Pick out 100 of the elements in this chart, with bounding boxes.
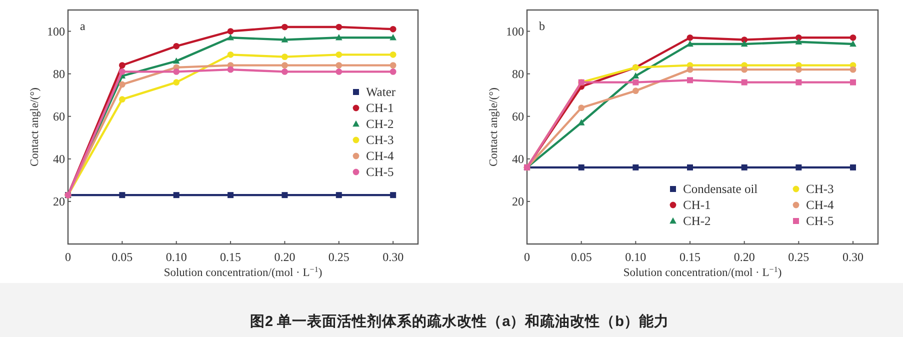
y-tick-label: 100 — [506, 24, 524, 38]
point — [578, 164, 584, 170]
legend-label: CH-2 — [683, 214, 711, 228]
point — [390, 192, 396, 198]
y-tick-label: 80 — [53, 66, 65, 81]
legend-label: Condensate oil — [683, 182, 758, 196]
point — [227, 66, 234, 73]
x-tick-label: 0.10 — [166, 250, 187, 264]
x-tick-label: 0.15 — [680, 250, 701, 264]
point — [390, 26, 396, 32]
point — [850, 79, 856, 86]
caption: 图2 单一表面活性剂体系的疏水改性（a）和疏油改性（b）能力 — [250, 312, 670, 330]
y-tick-label: 40 — [512, 152, 524, 166]
point — [282, 68, 288, 75]
point — [118, 62, 126, 69]
x-tick-label: 0.30 — [842, 250, 864, 264]
point — [173, 68, 180, 75]
point — [632, 164, 639, 170]
x-tick-label: 0.20 — [734, 250, 755, 264]
point — [390, 34, 396, 40]
legend-label: CH-4 — [806, 198, 835, 212]
y-tick-label: 80 — [512, 66, 524, 81]
point — [390, 51, 396, 58]
y-tick-label: 40 — [53, 152, 65, 166]
legend-label: CH-5 — [806, 214, 834, 228]
x-tick-label: 0.10 — [625, 250, 646, 264]
legend-label: CH-1 — [366, 101, 394, 115]
legend-label: CH-3 — [366, 133, 394, 147]
y-axis-title: Contact angle/(°) — [488, 87, 500, 167]
annotation: b — [539, 19, 545, 33]
point — [227, 51, 234, 58]
point — [850, 66, 856, 73]
legend-label: Water — [366, 85, 396, 99]
x-axis-title: Solution concentration/(mol · L$^{−1}$) — [623, 264, 782, 279]
point — [390, 62, 396, 69]
point — [741, 79, 748, 86]
x-tick-label: 0.05 — [112, 250, 133, 264]
y-tick-label: 20 — [512, 194, 524, 208]
legend-label: CH-4 — [366, 149, 395, 163]
y-tick-label: 60 — [512, 109, 524, 124]
legend-label: CH-5 — [366, 165, 394, 179]
point — [173, 192, 180, 198]
point — [173, 79, 180, 86]
point — [687, 77, 694, 84]
y-tick-label: 20 — [53, 194, 65, 208]
point — [686, 34, 694, 41]
point — [228, 192, 234, 198]
point — [336, 62, 342, 69]
point — [336, 51, 342, 58]
x-tick-label: 0.25 — [788, 250, 810, 264]
point — [118, 81, 126, 88]
point — [741, 164, 748, 170]
point — [336, 68, 342, 75]
point — [227, 28, 234, 34]
x-tick-label: 0.05 — [570, 250, 592, 264]
x-tick-label: 0 — [65, 250, 71, 264]
x-tick-label: 0 — [524, 250, 530, 264]
point — [686, 66, 694, 73]
annotation: a — [80, 19, 86, 33]
point — [850, 40, 856, 47]
point — [118, 96, 126, 103]
point — [118, 68, 126, 75]
point — [632, 88, 639, 94]
point — [282, 54, 288, 60]
point — [282, 192, 288, 198]
point — [795, 66, 802, 73]
y-tick-label: 100 — [47, 24, 65, 38]
legend-label: CH-2 — [366, 117, 394, 131]
point — [741, 66, 748, 73]
point — [632, 79, 639, 86]
point — [119, 192, 126, 198]
point — [282, 24, 288, 30]
point — [336, 192, 342, 198]
x-tick-label: 0.15 — [220, 250, 242, 264]
point — [740, 40, 748, 47]
point — [687, 164, 694, 170]
point — [850, 164, 856, 170]
x-axis-title: Solution concentration/(mol · L$^{−1}$) — [164, 264, 322, 279]
point — [578, 104, 585, 112]
point — [632, 72, 640, 79]
point — [281, 36, 288, 42]
legend-label: CH-3 — [806, 182, 834, 196]
legend-label: CH-1 — [683, 198, 711, 212]
x-tick-label: 0.25 — [328, 250, 350, 264]
y-axis-title: Contact angle/(°) — [29, 87, 41, 167]
x-tick-label: 0.30 — [382, 250, 404, 264]
point — [850, 34, 856, 41]
point — [796, 164, 802, 170]
point — [227, 34, 234, 40]
point — [795, 38, 802, 45]
point — [336, 24, 342, 30]
point — [173, 42, 180, 50]
point — [336, 34, 342, 40]
point — [796, 79, 802, 86]
x-tick-label: 0.20 — [274, 250, 296, 264]
point — [390, 68, 396, 75]
point — [172, 57, 180, 64]
point — [282, 62, 288, 69]
y-tick-label: 60 — [53, 109, 65, 124]
point — [686, 40, 694, 47]
